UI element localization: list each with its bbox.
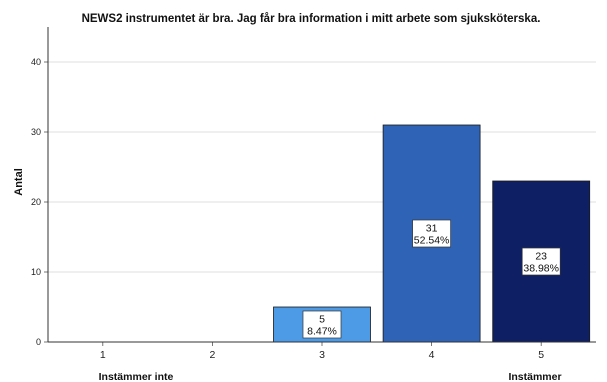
y-tick-label: 0 (36, 337, 41, 347)
x-tick-label: 3 (319, 349, 325, 361)
data-label-percent: 52.54% (414, 235, 450, 247)
anchor-label-left: Instämmer inte (99, 371, 174, 382)
y-tick-labels: 0 10 20 30 40 (31, 57, 48, 347)
y-tick-label: 20 (31, 197, 41, 207)
y-tick-label: 30 (31, 127, 41, 137)
data-label-box (412, 219, 451, 248)
chart-title: NEWS2 instrumentet är bra. Jag får bra i… (82, 13, 541, 25)
y-axis-label: Antal (13, 168, 25, 196)
y-tick-label: 10 (31, 267, 41, 277)
y-tick-label: 40 (31, 57, 41, 67)
data-label-count: 23 (535, 251, 547, 263)
data-label-box (521, 247, 561, 276)
data-label-box (302, 310, 342, 339)
x-tick-label: 2 (209, 349, 215, 361)
data-label-count: 31 (426, 223, 438, 235)
x-tick-labels: 1 2 3 4 5 (100, 342, 544, 361)
x-tick-label: 5 (538, 349, 544, 361)
data-label-percent: 8.47% (307, 326, 337, 338)
data-label-count: 5 (319, 314, 325, 326)
x-tick-label: 4 (429, 349, 435, 361)
data-label-percent: 38.98% (523, 263, 559, 275)
x-tick-label: 1 (100, 349, 106, 361)
anchor-label-right: Instämmer (508, 371, 561, 382)
